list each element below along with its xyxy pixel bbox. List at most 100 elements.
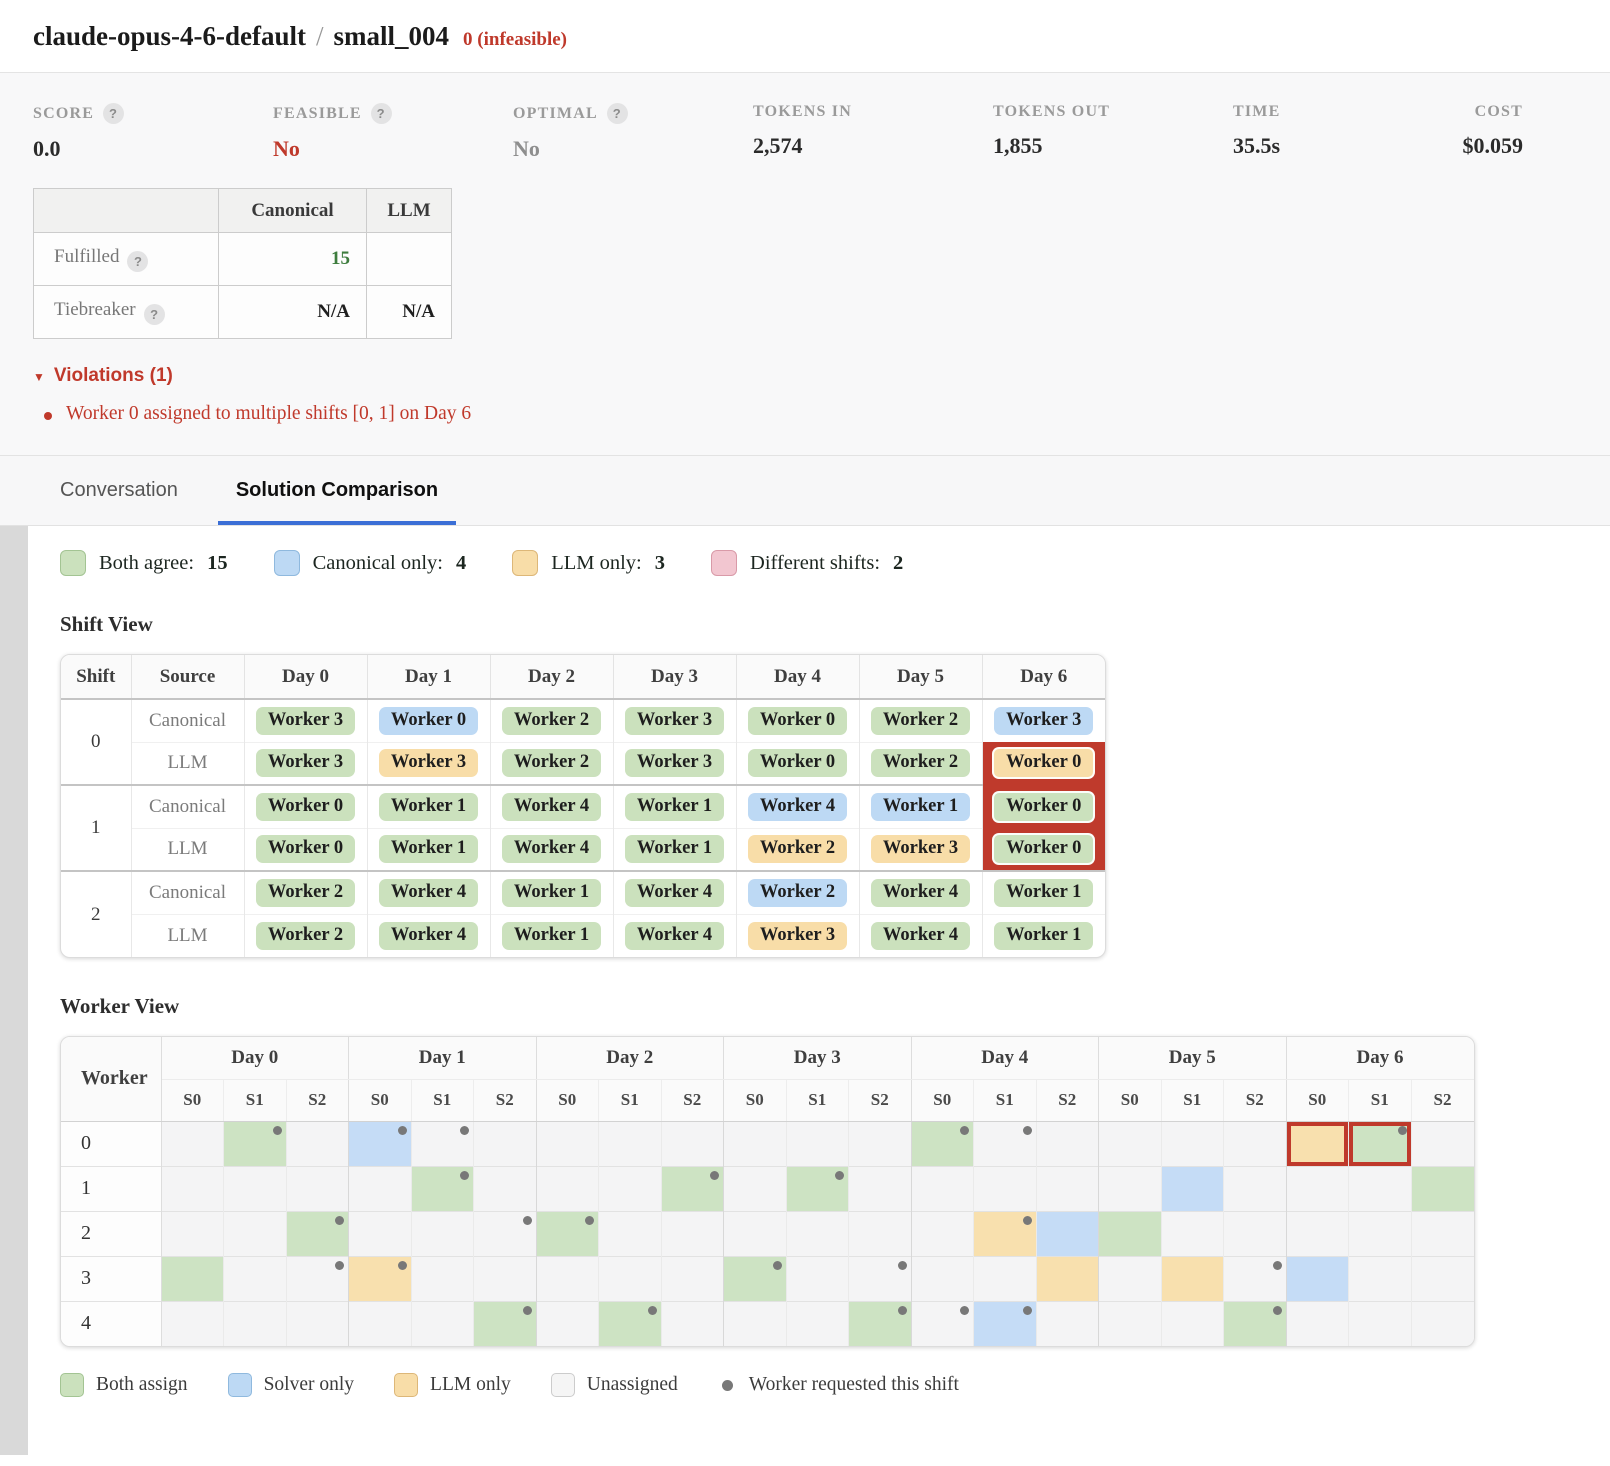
worker-header-shift-row: S0 S1 S2 S0 S1 S2 S0 S1 S2 S0 S1 S2 S0 S1 S2 S0 S1 S2 S0 S1… bbox=[61, 1079, 1474, 1122]
shift-subheader: S2 bbox=[285, 1079, 349, 1122]
violations-block: ▼ Violations (1) Worker 0 assigned to mu… bbox=[33, 365, 1577, 425]
worker-shift-cell bbox=[223, 1120, 286, 1166]
help-icon[interactable]: ? bbox=[103, 103, 125, 124]
worker-shift-cell bbox=[410, 1210, 474, 1256]
worker-shift-cell bbox=[1223, 1210, 1286, 1256]
legend-label: Unassigned bbox=[586, 1374, 678, 1395]
request-dot-icon bbox=[335, 1215, 344, 1225]
summary-llm-value: N/A bbox=[366, 285, 452, 339]
help-icon[interactable]: ? bbox=[370, 103, 392, 124]
shift-header-row: Shift Source Day 0 Day 1 Day 2 Day 3 Day 4 Day … bbox=[61, 655, 1105, 700]
stat-optimal: OPTIMAL? No bbox=[513, 103, 753, 162]
assignment-cell: Worker 0 bbox=[367, 699, 491, 742]
worker-shift-cell bbox=[1035, 1120, 1099, 1166]
worker-shift-cell bbox=[1160, 1255, 1224, 1301]
request-dot-icon bbox=[397, 1260, 407, 1270]
worker-shift-cell bbox=[1223, 1165, 1286, 1211]
shift-subheader: S0 bbox=[348, 1079, 411, 1122]
worker-shift-cell bbox=[473, 1255, 536, 1301]
worker-shift-cell bbox=[1348, 1210, 1411, 1256]
stat-label: TOKENS OUT bbox=[993, 103, 1233, 121]
stat-value: 1,855 bbox=[993, 133, 1043, 158]
tab-solution-comparison[interactable]: Solution Comparison bbox=[217, 456, 457, 525]
worker-shift-cell bbox=[535, 1210, 599, 1256]
request-dot-icon bbox=[897, 1260, 907, 1270]
legend-label: Worker requested this shift bbox=[748, 1374, 959, 1395]
stat-label: OPTIMAL? bbox=[513, 103, 753, 124]
shift-subheader: S0 bbox=[160, 1079, 224, 1122]
worker-shift-cell bbox=[1223, 1120, 1286, 1166]
worker-shift-cell bbox=[1098, 1120, 1161, 1166]
worker-badge: Worker 4 bbox=[378, 878, 479, 907]
worker-shift-cell bbox=[1160, 1300, 1224, 1346]
stat-value: No bbox=[513, 136, 540, 161]
assignment-cell: Worker 3 bbox=[244, 741, 368, 785]
worker-badge: Worker 0 bbox=[378, 706, 479, 735]
help-icon[interactable]: ? bbox=[143, 304, 165, 325]
worker-view-table: Worker Day 0 Day 1 Day 2 Day 3 Day 4 Day 5 Day … bbox=[61, 1037, 1474, 1346]
shift-subheader: S1 bbox=[785, 1079, 849, 1122]
assignment-cell: Worker 0 bbox=[736, 741, 860, 785]
worker-shift-cell bbox=[1035, 1300, 1099, 1346]
shift-subheader: S0 bbox=[1098, 1079, 1161, 1122]
worker-shift-cell bbox=[723, 1210, 786, 1256]
stat-label-text: TOKENS OUT bbox=[993, 103, 1111, 120]
request-dot-icon bbox=[647, 1305, 657, 1315]
shift-subheader: S2 bbox=[1035, 1079, 1099, 1122]
request-dot-icon bbox=[460, 1125, 469, 1135]
worker-badge: Worker 0 bbox=[747, 706, 848, 735]
help-icon[interactable]: ? bbox=[606, 103, 628, 124]
worker-shift-cell bbox=[1035, 1210, 1099, 1256]
worker-badge: Worker 0 bbox=[747, 749, 848, 778]
worker-shift-cell bbox=[1223, 1255, 1286, 1301]
worker-shift-cell bbox=[973, 1165, 1036, 1211]
violations-toggle[interactable]: ▼ Violations (1) bbox=[33, 365, 173, 387]
legend-label: Both assign bbox=[96, 1374, 188, 1395]
legend-item: Solver only bbox=[227, 1373, 354, 1397]
worker-shift-cell bbox=[1410, 1165, 1474, 1211]
worker-shift-cell bbox=[535, 1165, 599, 1211]
worker-shift-cell bbox=[660, 1210, 724, 1256]
stat-tokens-in: TOKENS IN 2,574 bbox=[753, 103, 993, 162]
legend-item: LLM only bbox=[394, 1373, 511, 1397]
assignment-cell: Worker 0 bbox=[982, 741, 1105, 785]
worker-shift-cell bbox=[1348, 1255, 1411, 1301]
comparison-legend: Both agree: 15 Canonical only: 4 LLM only: 3 D… bbox=[60, 550, 1610, 576]
worker-shift-cell bbox=[1160, 1165, 1224, 1211]
worker-shift-cell bbox=[410, 1120, 474, 1166]
worker-badge: Worker 0 bbox=[992, 747, 1096, 780]
summary-corner-cell bbox=[33, 188, 219, 233]
shift-col-header: Day 3 bbox=[613, 655, 737, 700]
legend-count: 15 bbox=[207, 551, 228, 574]
stat-value: 35.5s bbox=[1233, 133, 1281, 158]
worker-row: 4 bbox=[61, 1300, 1474, 1346]
worker-shift-cell bbox=[535, 1255, 599, 1301]
legend-item: Both agree: 15 bbox=[60, 550, 228, 576]
legend-label: Canonical only: bbox=[312, 551, 443, 574]
worker-shift-cell bbox=[723, 1255, 786, 1301]
assignment-cell: Worker 1 bbox=[367, 827, 491, 871]
tab-conversation[interactable]: Conversation bbox=[60, 479, 178, 501]
shift-subheader: S2 bbox=[660, 1079, 724, 1122]
worker-badge: Worker 1 bbox=[624, 792, 725, 821]
worker-shift-cell bbox=[1348, 1165, 1411, 1211]
assignment-cell: Worker 2 bbox=[244, 870, 368, 914]
worker-shift-cell bbox=[1098, 1165, 1161, 1211]
worker-shift-cell bbox=[848, 1165, 911, 1211]
summary-col-header: LLM bbox=[366, 188, 452, 233]
help-icon[interactable]: ? bbox=[127, 251, 149, 272]
worker-shift-cell bbox=[410, 1165, 474, 1211]
worker-badge: Worker 4 bbox=[624, 878, 725, 907]
assignment-cell: Worker 4 bbox=[490, 827, 614, 871]
worker-badge: Worker 4 bbox=[501, 792, 602, 821]
status-badge: 0 (infeasible) bbox=[463, 28, 568, 50]
assignment-cell: Worker 2 bbox=[859, 699, 983, 742]
shift-row: 0 Canonical Worker 3 Worker 0 Worker 2 Worker… bbox=[61, 699, 1105, 785]
shift-subheader: S2 bbox=[1410, 1079, 1474, 1122]
shift-row: 1 Canonical Worker 0 Worker 1 Worker 4 Worker… bbox=[61, 784, 1105, 871]
assignment-cell: Worker 3 bbox=[367, 741, 491, 785]
worker-shift-cell bbox=[1285, 1210, 1349, 1256]
legend-label: Both agree: bbox=[99, 551, 195, 574]
shift-row: LLM Worker 2 Worker 4 Worker 1 Worker 4 Worke… bbox=[61, 913, 1105, 957]
assignment-cell: Worker 4 bbox=[490, 784, 614, 828]
